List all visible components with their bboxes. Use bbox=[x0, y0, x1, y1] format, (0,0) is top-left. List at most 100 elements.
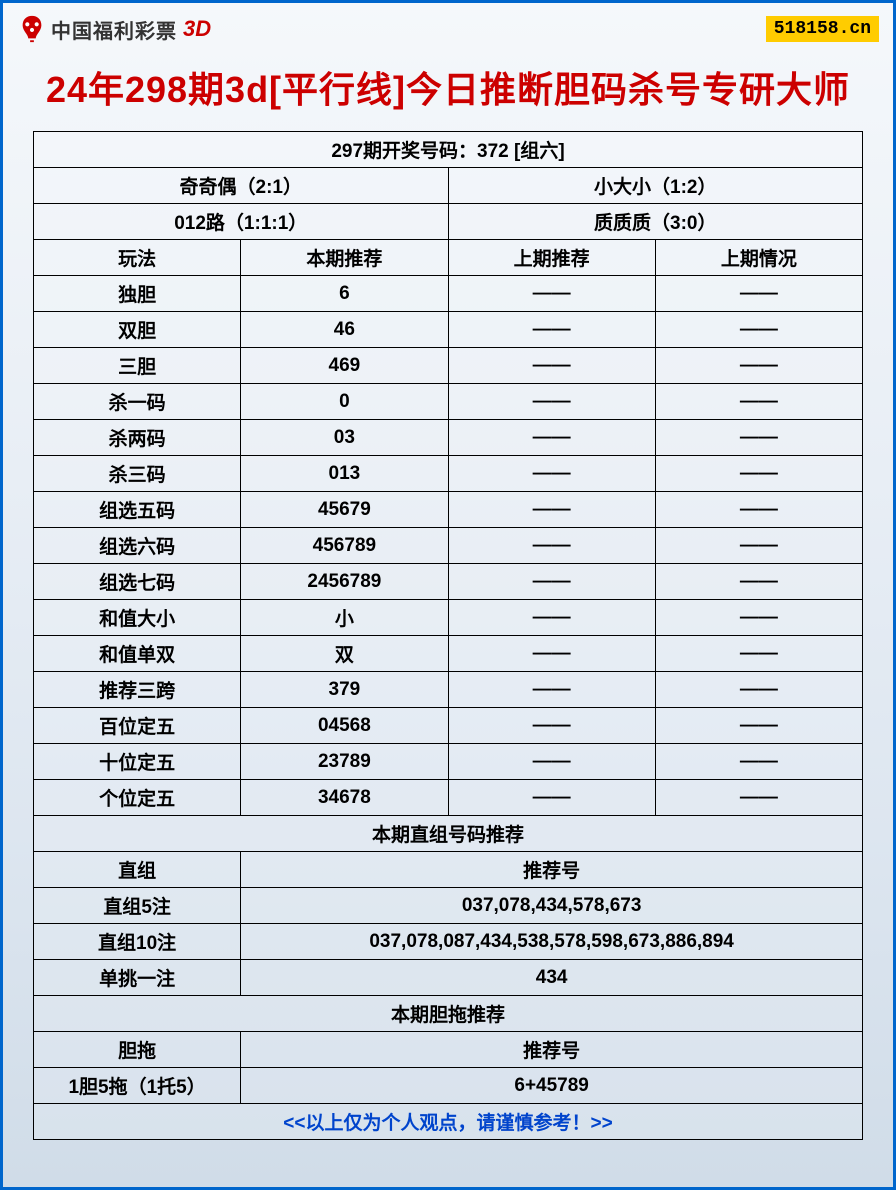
dantuo-section-title: 本期胆拖推荐 bbox=[34, 996, 863, 1032]
direct-value: 037,078,087,434,538,578,598,673,886,894 bbox=[241, 924, 863, 960]
table-row: 独胆6———— bbox=[34, 276, 863, 312]
cell-prev: —— bbox=[448, 672, 655, 708]
direct-row: 直组5注037,078,434,578,673 bbox=[34, 888, 863, 924]
cell-prev: —— bbox=[448, 384, 655, 420]
direct-name: 直组10注 bbox=[34, 924, 241, 960]
cell-current: 双 bbox=[241, 636, 448, 672]
cell-current: 45679 bbox=[241, 492, 448, 528]
direct-name: 单挑一注 bbox=[34, 960, 241, 996]
cell-name: 推荐三跨 bbox=[34, 672, 241, 708]
table-row: 杀两码03———— bbox=[34, 420, 863, 456]
header: 中国福利彩票 3D 518158.cn bbox=[3, 3, 893, 47]
table-row: 双胆46———— bbox=[34, 312, 863, 348]
logo-text: 中国福利彩票 bbox=[51, 15, 177, 44]
table-row: 三胆469———— bbox=[34, 348, 863, 384]
table-row: 和值大小小———— bbox=[34, 600, 863, 636]
cell-prev: —— bbox=[448, 276, 655, 312]
table-row: 推荐三跨379———— bbox=[34, 672, 863, 708]
cell-status: —— bbox=[655, 672, 862, 708]
cell-prev: —— bbox=[448, 564, 655, 600]
table-row: 十位定五23789———— bbox=[34, 744, 863, 780]
cell-name: 双胆 bbox=[34, 312, 241, 348]
cell-name: 和值单双 bbox=[34, 636, 241, 672]
cell-current: 04568 bbox=[241, 708, 448, 744]
summary-prime: 质质质（3:0） bbox=[448, 204, 863, 240]
cell-status: —— bbox=[655, 276, 862, 312]
table-container: 297期开奖号码：372 [组六] 奇奇偶（2:1） 小大小（1:2） 012路… bbox=[3, 131, 893, 1140]
cell-current: 6 bbox=[241, 276, 448, 312]
page-title: 24年298期3d[平行线]今日推断胆码杀号专研大师 bbox=[3, 47, 893, 131]
cell-current: 379 bbox=[241, 672, 448, 708]
cell-status: —— bbox=[655, 420, 862, 456]
table-row: 个位定五34678———— bbox=[34, 780, 863, 816]
cell-prev: —— bbox=[448, 528, 655, 564]
footer-note: <<以上仅为个人观点，请谨慎参考！>> bbox=[34, 1104, 863, 1140]
dantuo-header-right: 推荐号 bbox=[241, 1032, 863, 1068]
dantuo-row: 1胆5拖（1托5）6+45789 bbox=[34, 1068, 863, 1104]
col-header-prev: 上期推荐 bbox=[448, 240, 655, 276]
cell-status: —— bbox=[655, 492, 862, 528]
table-row: 组选七码2456789———— bbox=[34, 564, 863, 600]
cell-name: 三胆 bbox=[34, 348, 241, 384]
table-row: 百位定五04568———— bbox=[34, 708, 863, 744]
direct-value: 434 bbox=[241, 960, 863, 996]
cell-current: 013 bbox=[241, 456, 448, 492]
cell-name: 杀两码 bbox=[34, 420, 241, 456]
col-header-play: 玩法 bbox=[34, 240, 241, 276]
cell-prev: —— bbox=[448, 348, 655, 384]
dantuo-name: 1胆5拖（1托5） bbox=[34, 1068, 241, 1104]
cell-name: 独胆 bbox=[34, 276, 241, 312]
cell-name: 杀一码 bbox=[34, 384, 241, 420]
cell-current: 34678 bbox=[241, 780, 448, 816]
cell-prev: —— bbox=[448, 708, 655, 744]
table-row: 杀一码0———— bbox=[34, 384, 863, 420]
logo-area: 中国福利彩票 3D bbox=[17, 14, 211, 44]
summary-size: 小大小（1:2） bbox=[448, 168, 863, 204]
cell-status: —— bbox=[655, 708, 862, 744]
cell-status: —— bbox=[655, 744, 862, 780]
dantuo-header-left: 胆拖 bbox=[34, 1032, 241, 1068]
lottery-logo-icon bbox=[17, 14, 47, 44]
cell-name: 组选五码 bbox=[34, 492, 241, 528]
direct-row: 单挑一注434 bbox=[34, 960, 863, 996]
col-header-status: 上期情况 bbox=[655, 240, 862, 276]
table-row: 组选五码45679———— bbox=[34, 492, 863, 528]
cell-prev: —— bbox=[448, 600, 655, 636]
logo-3d: 3D bbox=[183, 16, 211, 42]
direct-header-left: 直组 bbox=[34, 852, 241, 888]
table-row: 和值单双双———— bbox=[34, 636, 863, 672]
site-badge: 518158.cn bbox=[766, 16, 879, 42]
cell-status: —— bbox=[655, 528, 862, 564]
cell-prev: —— bbox=[448, 780, 655, 816]
cell-status: —— bbox=[655, 780, 862, 816]
cell-current: 456789 bbox=[241, 528, 448, 564]
cell-prev: —— bbox=[448, 492, 655, 528]
cell-prev: —— bbox=[448, 312, 655, 348]
direct-header-right: 推荐号 bbox=[241, 852, 863, 888]
cell-name: 和值大小 bbox=[34, 600, 241, 636]
col-header-current: 本期推荐 bbox=[241, 240, 448, 276]
cell-status: —— bbox=[655, 312, 862, 348]
cell-current: 46 bbox=[241, 312, 448, 348]
table-row: 杀三码013———— bbox=[34, 456, 863, 492]
cell-prev: —— bbox=[448, 456, 655, 492]
cell-name: 组选七码 bbox=[34, 564, 241, 600]
cell-current: 469 bbox=[241, 348, 448, 384]
summary-odd-even: 奇奇偶（2:1） bbox=[34, 168, 449, 204]
cell-status: —— bbox=[655, 348, 862, 384]
direct-value: 037,078,434,578,673 bbox=[241, 888, 863, 924]
cell-current: 0 bbox=[241, 384, 448, 420]
direct-section-title: 本期直组号码推荐 bbox=[34, 816, 863, 852]
cell-name: 个位定五 bbox=[34, 780, 241, 816]
cell-current: 03 bbox=[241, 420, 448, 456]
dantuo-value: 6+45789 bbox=[241, 1068, 863, 1104]
draw-result: 297期开奖号码：372 [组六] bbox=[34, 132, 863, 168]
table-row: 组选六码456789———— bbox=[34, 528, 863, 564]
cell-status: —— bbox=[655, 564, 862, 600]
cell-name: 十位定五 bbox=[34, 744, 241, 780]
cell-status: —— bbox=[655, 636, 862, 672]
direct-name: 直组5注 bbox=[34, 888, 241, 924]
cell-status: —— bbox=[655, 600, 862, 636]
cell-status: —— bbox=[655, 384, 862, 420]
prediction-table: 297期开奖号码：372 [组六] 奇奇偶（2:1） 小大小（1:2） 012路… bbox=[33, 131, 863, 1140]
